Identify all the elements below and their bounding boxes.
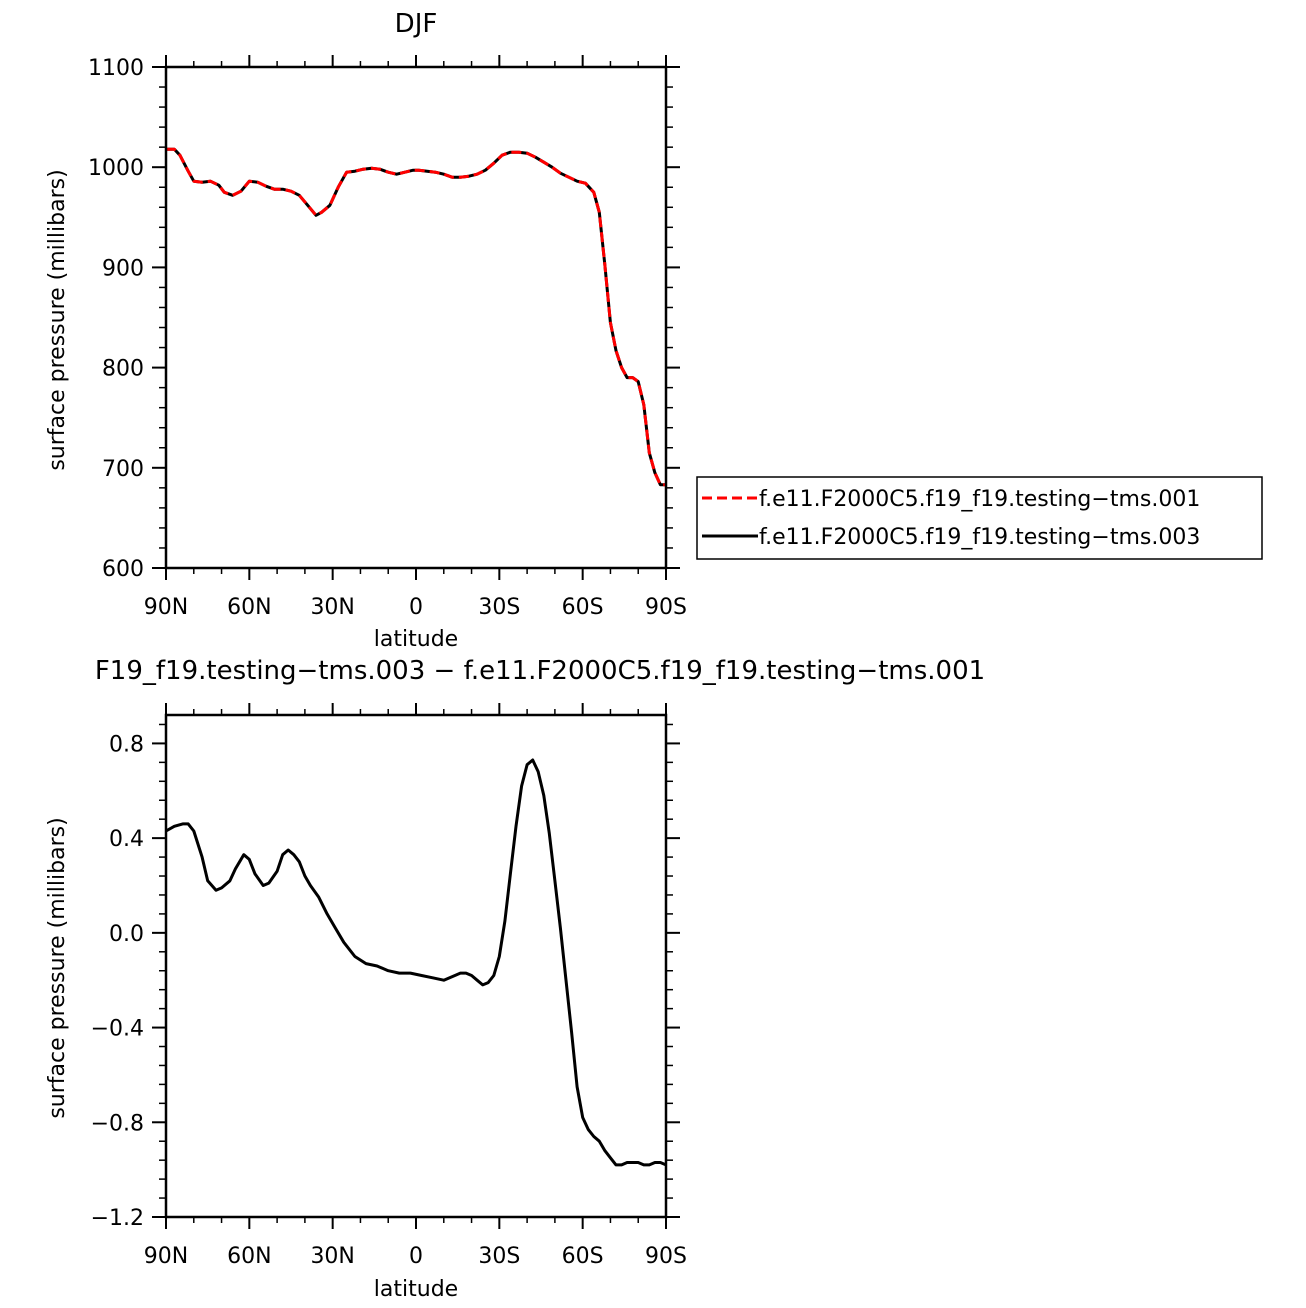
bottom-x-tick-label: 90N xyxy=(144,1244,188,1269)
bottom-y-tick-labels: −1.2 −0.8 −0.4 0.0 0.4 0.8 xyxy=(91,732,144,1231)
top-plot-frame xyxy=(164,65,668,570)
bottom-ticks xyxy=(152,703,680,1229)
bottom-y-tick-label: 0.4 xyxy=(109,827,144,852)
top-chart-title: DJF xyxy=(395,9,438,39)
bottom-series-lines xyxy=(165,758,667,1167)
top-x-axis-label: latitude xyxy=(374,627,458,652)
top-y-tick-label: 800 xyxy=(102,357,144,382)
top-y-tick-label: 1100 xyxy=(88,56,144,81)
bottom-series-line-0 xyxy=(165,758,667,1167)
bottom-x-tick-label: 30S xyxy=(478,1244,520,1269)
bottom-chart-title: F19_f19.testing−tms.003 − f.e11.F2000C5.… xyxy=(95,656,985,686)
bottom-plot-frame xyxy=(164,713,668,1219)
bottom-x-tick-label: 0 xyxy=(409,1244,423,1269)
top-ticks xyxy=(152,55,680,580)
legend-box xyxy=(696,476,1263,560)
bottom-y-tick-label: −0.8 xyxy=(91,1111,144,1136)
bottom-x-tick-label: 30N xyxy=(310,1244,354,1269)
legend-entry-001: f.e11.F2000C5.f19_f19.testing−tms.001 xyxy=(759,487,1200,512)
top-x-tick-label: 90S xyxy=(645,595,687,620)
top-y-tick-label: 600 xyxy=(102,557,144,582)
bottom-x-tick-label: 90S xyxy=(645,1244,687,1269)
top-y-axis-label: surface pressure (millibars) xyxy=(45,169,70,470)
top-series-line-0 xyxy=(166,147,666,487)
bottom-x-tick-labels: 90N 60N 30N 0 30S 60S 90S xyxy=(144,1244,687,1269)
top-y-tick-label: 700 xyxy=(102,457,144,482)
top-x-tick-label: 60N xyxy=(227,595,271,620)
bottom-y-axis-label: surface pressure (millibars) xyxy=(45,817,70,1118)
top-series-line-1 xyxy=(166,147,666,487)
top-series-lines xyxy=(166,147,666,487)
top-x-tick-label: 30N xyxy=(310,595,354,620)
top-x-tick-label: 60S xyxy=(562,595,604,620)
legend-entry-003: f.e11.F2000C5.f19_f19.testing−tms.003 xyxy=(759,525,1200,550)
bottom-panel: F19_f19.testing−tms.003 − f.e11.F2000C5.… xyxy=(45,656,985,1302)
bottom-y-tick-label: −1.2 xyxy=(91,1206,144,1231)
top-x-tick-label: 30S xyxy=(478,595,520,620)
top-y-tick-labels: 600 700 800 900 1000 1100 xyxy=(88,56,144,582)
bottom-x-tick-label: 60S xyxy=(562,1244,604,1269)
top-panel: DJF 600 700 800 900 1000 1100 90N 60N 30N 0 30S 60… xyxy=(45,9,1263,652)
top-x-tick-labels: 90N 60N 30N 0 30S 60S 90S xyxy=(144,595,687,620)
legend: f.e11.F2000C5.f19_f19.testing−tms.001 f.… xyxy=(696,476,1263,560)
top-x-tick-label: 90N xyxy=(144,595,188,620)
top-y-tick-label: 900 xyxy=(102,256,144,281)
top-x-tick-label: 0 xyxy=(409,595,423,620)
bottom-x-tick-label: 60N xyxy=(227,1244,271,1269)
bottom-y-tick-label: 0.8 xyxy=(109,732,144,757)
top-y-tick-label: 1000 xyxy=(88,156,144,181)
bottom-y-tick-label: 0.0 xyxy=(109,922,144,947)
bottom-y-tick-label: −0.4 xyxy=(91,1017,144,1042)
bottom-x-axis-label: latitude xyxy=(374,1277,458,1302)
